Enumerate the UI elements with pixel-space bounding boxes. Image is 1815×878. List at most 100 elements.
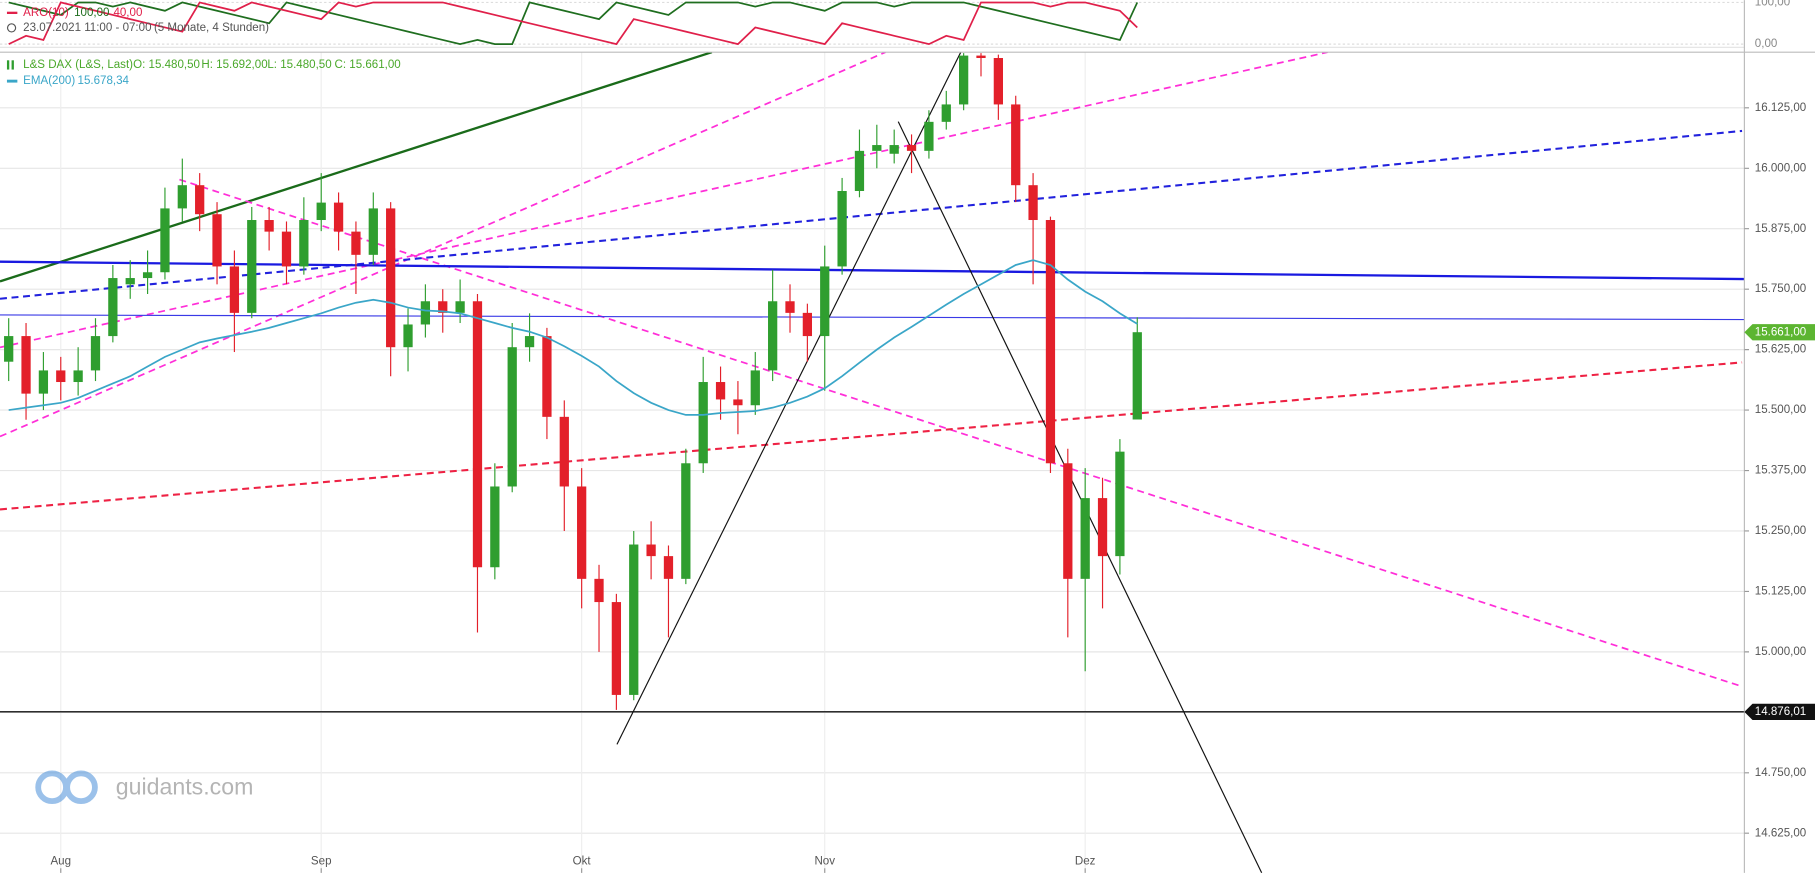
x-tick-label: Dez (1075, 855, 1096, 867)
candle-body (142, 272, 153, 279)
candle-body (1045, 220, 1056, 464)
indicator-title: ARO(10) (23, 7, 69, 19)
trend-line (0, 314, 1745, 321)
trend-line (0, 361, 1743, 511)
candle-body (733, 399, 743, 406)
x-tick-label: Sep (311, 855, 332, 867)
candle-body (160, 208, 170, 273)
candle-body (229, 266, 240, 313)
candle-body (837, 190, 847, 267)
candle-body (351, 231, 361, 255)
price-tag-label: 15.661,00 (1755, 326, 1806, 338)
trend-line (897, 121, 1263, 873)
candle-body (872, 145, 882, 151)
candle-body (299, 220, 309, 267)
overlay-name: EMA(200) (23, 75, 75, 87)
candle-body (281, 231, 292, 267)
y-tick-label: 15.875,00 (1755, 223, 1806, 235)
candle-body (768, 301, 778, 371)
ohlc-label: L: 15.480,50 (267, 59, 331, 71)
candle-body (976, 55, 986, 59)
trend-line (0, 52, 1328, 349)
candle-body (715, 382, 726, 400)
instrument-name: L&S DAX (L&S, Last) (23, 59, 133, 71)
legend-icon (6, 60, 10, 70)
ema-line (8, 259, 1138, 416)
time-axis: Aug Sep Okt Nov Dez (50, 855, 1096, 873)
y-tick-label: 16.000,00 (1755, 162, 1806, 174)
y-tick-label: 15.000,00 (1755, 646, 1806, 658)
candle-body (681, 463, 691, 579)
y-tick-label: 15.375,00 (1755, 465, 1806, 477)
trend-line (0, 52, 713, 283)
candle-body (56, 370, 66, 383)
candle-body (524, 336, 535, 348)
y-tick-label: 14.625,00 (1755, 827, 1806, 839)
candle-body (368, 208, 378, 255)
candle-body (889, 145, 899, 154)
candle-body (698, 382, 708, 464)
price-tag (1744, 703, 1815, 720)
ohlc-label: C: 15.661,00 (335, 59, 401, 71)
price-labels: 15.661,00 14.876,01 (1744, 324, 1815, 720)
candle-body (177, 185, 187, 209)
x-tick-label: Okt (573, 855, 592, 867)
trend-line (616, 52, 962, 745)
candle-body (820, 266, 830, 337)
candle-body (1063, 463, 1073, 579)
y-tick-label: 14.750,00 (1755, 767, 1806, 779)
candle-body (490, 486, 500, 568)
candle-body (1115, 451, 1125, 557)
candle-body (420, 301, 431, 325)
y-tick-label: 0,00 (1755, 38, 1778, 50)
candle-body (924, 121, 934, 151)
candle-body (854, 150, 865, 191)
candle-body (455, 301, 465, 313)
y-tick-label: 16.250,00 (1755, 41, 1806, 53)
price-tag-label: 14.876,01 (1755, 706, 1806, 718)
candle-body (108, 278, 118, 337)
candle-body (906, 145, 917, 151)
logo (64, 770, 98, 805)
trend-line (0, 52, 886, 438)
candle-body (1097, 498, 1108, 557)
candle-body (1028, 185, 1038, 221)
candle-body (264, 220, 274, 232)
legend-icon (11, 60, 14, 70)
price-axis: 14.625,0014.750,0014.875,0015.000,0015.1… (1744, 41, 1806, 839)
candle-body (750, 370, 760, 406)
plot-area (0, 53, 1745, 713)
y-tick-label: 15.125,00 (1755, 585, 1806, 597)
candle-body (125, 278, 135, 285)
y-tick-label: 15.625,00 (1755, 344, 1806, 356)
candle-body (941, 104, 951, 122)
candle-body (646, 544, 656, 557)
grid (0, 46, 1745, 873)
candle-body (1011, 104, 1021, 186)
candle-body (38, 370, 49, 394)
candle-body (802, 312, 813, 337)
candle-body (993, 58, 1003, 105)
ohlc-label: O: 15.480,50 (133, 59, 200, 71)
clock-icon (6, 23, 17, 33)
candle-body (577, 486, 587, 579)
candle-body (90, 336, 101, 371)
period-note: (5 Monate, 4 Stunden) (154, 22, 269, 34)
candle-body (73, 370, 83, 383)
y-tick-label: 15.500,00 (1755, 404, 1806, 416)
candle-body (611, 602, 622, 695)
candle-body (386, 208, 396, 348)
indicator-axis: 100,00 0,00 (1755, 0, 1790, 50)
candle-body (785, 301, 795, 313)
candle-body (594, 578, 604, 603)
candle-body (663, 556, 674, 579)
indicator-panel (0, 1, 1745, 46)
trend-line (179, 178, 1743, 688)
candle-body (472, 301, 483, 568)
candle-body (403, 324, 413, 348)
candle-body (316, 202, 326, 221)
period-label: 23.07.2021 11:00 - 07:00 (23, 22, 151, 34)
